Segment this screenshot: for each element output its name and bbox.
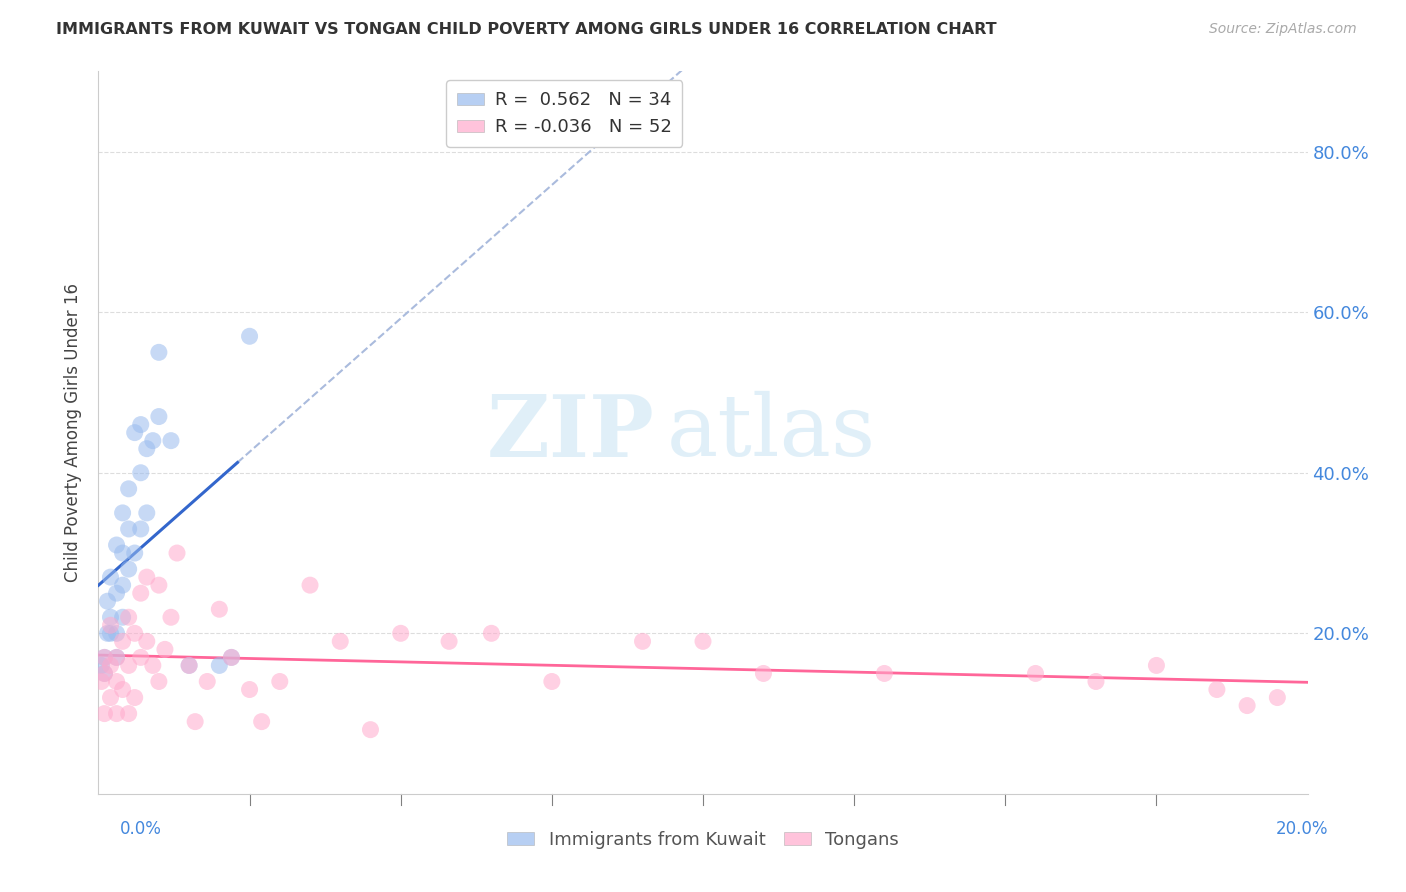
Point [100,658,122,673]
Point [153,642,176,657]
Point [239,682,262,697]
Text: Source: ZipAtlas.com: Source: ZipAtlas.com [1209,22,1357,37]
Point [221,650,243,665]
Point [481,626,503,640]
Point [142,658,165,673]
Point [93,650,115,665]
Point [179,658,201,673]
Point [148,578,170,592]
Point [160,434,183,448]
Point [105,626,128,640]
Point [124,690,146,705]
Point [160,610,183,624]
Point [118,562,141,576]
Text: IMMIGRANTS FROM KUWAIT VS TONGAN CHILD POVERTY AMONG GIRLS UNDER 16 CORRELATION : IMMIGRANTS FROM KUWAIT VS TONGAN CHILD P… [56,22,997,37]
Point [269,674,291,689]
Point [93,650,115,665]
Point [135,506,157,520]
Point [135,442,157,456]
Point [179,658,201,673]
Point [360,723,382,737]
Point [96,594,118,608]
Y-axis label: Child Poverty Among Girls Under 16: Child Poverty Among Girls Under 16 [65,283,83,582]
Point [90,674,112,689]
Point [1206,682,1229,697]
Point [1144,658,1167,673]
Point [129,466,152,480]
Point [90,658,112,673]
Point [111,506,134,520]
Point [93,666,115,681]
Point [129,522,152,536]
Point [118,522,141,536]
Point [105,538,128,552]
Point [111,610,134,624]
Point [129,586,152,600]
Point [124,546,146,560]
Point [250,714,273,729]
Point [752,666,775,681]
Point [299,578,322,592]
Point [148,674,170,689]
Text: ZIP: ZIP [486,391,655,475]
Point [129,650,152,665]
Point [96,626,118,640]
Point [100,610,122,624]
Text: 0.0%: 0.0% [120,820,162,838]
Point [148,409,170,424]
Point [129,417,152,432]
Point [100,690,122,705]
Point [105,706,128,721]
Point [142,434,165,448]
Point [239,329,262,343]
Point [221,650,243,665]
Point [105,586,128,600]
Point [93,666,115,681]
Point [100,626,122,640]
Text: atlas: atlas [666,391,876,475]
Point [692,634,714,648]
Point [1236,698,1258,713]
Point [100,618,122,632]
Point [105,674,128,689]
Point [124,425,146,440]
Point [873,666,896,681]
Point [118,610,141,624]
Point [118,706,141,721]
Point [437,634,460,648]
Legend: Immigrants from Kuwait, Tongans: Immigrants from Kuwait, Tongans [501,824,905,856]
Point [124,626,146,640]
Point [1024,666,1046,681]
Point [118,658,141,673]
Point [195,674,218,689]
Point [329,634,352,648]
Point [1085,674,1108,689]
Point [184,714,207,729]
Point [1267,690,1289,705]
Point [540,674,562,689]
Point [135,570,157,584]
Point [111,546,134,560]
Point [166,546,188,560]
Point [93,706,115,721]
Point [111,682,134,697]
Point [111,578,134,592]
Point [208,602,231,616]
Point [118,482,141,496]
Point [111,634,134,648]
Point [208,658,231,673]
Legend: R =  0.562   N = 34, R = -0.036   N = 52: R = 0.562 N = 34, R = -0.036 N = 52 [446,80,682,147]
Point [100,570,122,584]
Point [135,634,157,648]
Point [389,626,412,640]
Point [105,650,128,665]
Point [631,634,654,648]
Text: 20.0%: 20.0% [1277,820,1329,838]
Point [105,650,128,665]
Point [148,345,170,359]
